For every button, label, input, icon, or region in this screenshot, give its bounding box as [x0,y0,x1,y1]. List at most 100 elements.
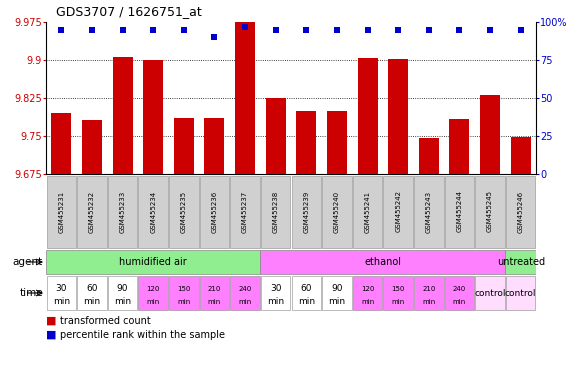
FancyBboxPatch shape [47,175,76,248]
FancyBboxPatch shape [505,250,536,274]
Text: GSM455234: GSM455234 [150,190,156,233]
Bar [82,120,102,174]
Text: min: min [361,299,374,305]
Bar [357,58,377,174]
FancyBboxPatch shape [46,250,260,274]
Bar [510,137,530,174]
FancyBboxPatch shape [445,276,474,310]
Text: untreated: untreated [497,257,545,267]
Text: min: min [53,298,70,306]
Text: control: control [475,288,506,298]
Text: 120: 120 [361,286,374,292]
FancyBboxPatch shape [139,276,168,310]
Bar [51,113,71,174]
Text: 240: 240 [453,286,466,292]
Point [271,26,280,33]
Text: GSM455241: GSM455241 [364,190,371,233]
Bar [204,118,224,174]
Point [179,26,188,33]
Bar [174,118,194,174]
Text: GSM455237: GSM455237 [242,190,248,233]
Text: 30: 30 [55,284,67,293]
Text: min: min [239,299,252,305]
FancyBboxPatch shape [414,276,444,310]
FancyBboxPatch shape [292,276,321,310]
Text: GSM455245: GSM455245 [487,190,493,232]
FancyBboxPatch shape [261,175,291,248]
FancyBboxPatch shape [322,276,352,310]
Point [210,34,219,40]
FancyBboxPatch shape [139,175,168,248]
Text: 90: 90 [117,284,128,293]
Point [393,26,403,33]
Text: ■: ■ [46,316,60,326]
FancyBboxPatch shape [384,175,413,248]
Text: 150: 150 [177,286,191,292]
FancyBboxPatch shape [77,276,107,310]
Text: GSM455236: GSM455236 [211,190,218,233]
Text: GSM455238: GSM455238 [273,190,279,233]
Point [424,26,433,33]
Text: 210: 210 [422,286,436,292]
Text: GSM455244: GSM455244 [456,190,463,232]
Text: GDS3707 / 1626751_at: GDS3707 / 1626751_at [56,5,202,18]
Text: 210: 210 [208,286,221,292]
Point [57,26,66,33]
FancyBboxPatch shape [506,276,536,310]
Bar [388,59,408,174]
Text: humidified air: humidified air [119,257,187,267]
FancyBboxPatch shape [169,175,199,248]
Bar [296,111,316,174]
FancyBboxPatch shape [108,276,137,310]
FancyBboxPatch shape [200,175,229,248]
Text: GSM455243: GSM455243 [426,190,432,233]
Text: GSM455231: GSM455231 [58,190,65,233]
Text: 120: 120 [147,286,160,292]
Text: min: min [392,299,405,305]
FancyBboxPatch shape [384,276,413,310]
Point [87,26,96,33]
Point [332,26,341,33]
Bar [266,98,286,174]
Bar [480,96,500,174]
Text: time: time [19,288,43,298]
Text: min: min [267,298,284,306]
Text: min: min [147,299,160,305]
Point [301,26,311,33]
Text: min: min [328,298,345,306]
Text: agent: agent [13,257,43,267]
Bar [143,60,163,174]
Text: 90: 90 [331,284,343,293]
Text: min: min [297,298,315,306]
Text: min: min [422,299,436,305]
Text: transformed count: transformed count [61,316,151,326]
FancyBboxPatch shape [414,175,444,248]
FancyBboxPatch shape [445,175,474,248]
FancyBboxPatch shape [230,276,260,310]
Text: GSM455239: GSM455239 [303,190,309,233]
Text: 30: 30 [270,284,282,293]
FancyBboxPatch shape [353,276,382,310]
Text: percentile rank within the sample: percentile rank within the sample [61,330,226,340]
FancyBboxPatch shape [77,175,107,248]
Text: ■: ■ [46,330,60,340]
Text: 60: 60 [300,284,312,293]
Text: GSM455246: GSM455246 [518,190,524,233]
Text: min: min [208,299,221,305]
FancyBboxPatch shape [322,175,352,248]
Text: GSM455240: GSM455240 [334,190,340,233]
FancyBboxPatch shape [353,175,382,248]
FancyBboxPatch shape [200,276,229,310]
Text: control: control [505,288,536,298]
Bar [327,111,347,174]
FancyBboxPatch shape [260,250,505,274]
Text: GSM455242: GSM455242 [395,190,401,232]
Bar [449,119,469,174]
FancyBboxPatch shape [230,175,260,248]
Text: 60: 60 [86,284,98,293]
Text: min: min [177,299,191,305]
Text: 240: 240 [239,286,252,292]
Bar [419,137,439,174]
Point [148,26,158,33]
Point [455,26,464,33]
